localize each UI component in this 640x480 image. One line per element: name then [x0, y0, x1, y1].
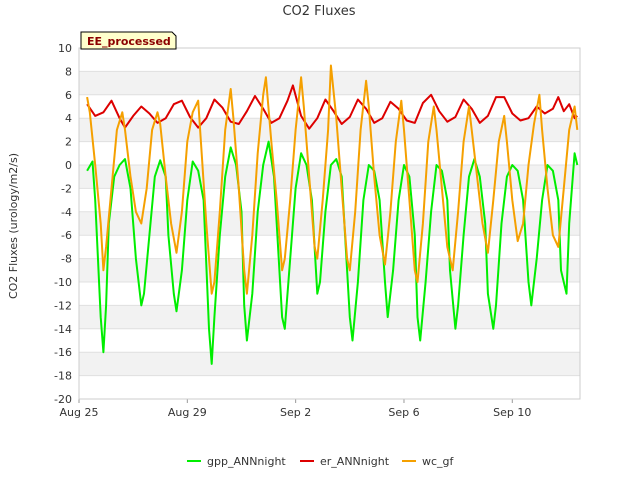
y-tick-label: 2	[65, 136, 72, 149]
legend-label-gpp_ANNnight: gpp_ANNnight	[207, 455, 286, 468]
band	[79, 211, 580, 236]
y-tick-label: 10	[58, 42, 72, 55]
series-lines	[86, 64, 579, 365]
ee-processed-badge: EE_processed	[80, 31, 177, 50]
y-tick-label: -12	[54, 299, 72, 312]
y-tick-label: -2	[61, 182, 72, 195]
y-tick-label: -16	[54, 346, 72, 359]
band	[79, 375, 580, 399]
legend-label-wc_gf: wc_gf	[422, 455, 455, 468]
x-axis-ticks: Aug 25 Aug 29 Sep 2 Sep 6 Sep 10	[60, 399, 531, 419]
chart-title: CO2 Fluxes	[282, 4, 355, 19]
y-tick-label: -6	[61, 229, 72, 242]
y-axis-ticks: 10 8 6 4 2 0 -2 -4 -6 -8 -10 -12 -14 -16 -18 -20	[54, 42, 580, 406]
band	[79, 118, 580, 142]
band	[79, 141, 580, 165]
band	[79, 282, 580, 306]
y-tick-label: -20	[54, 393, 72, 406]
band	[79, 258, 580, 282]
badge-label: EE_processed	[87, 35, 171, 48]
series-line-gpp_ANNnight	[86, 140, 579, 365]
series-line-er_ANNnight	[86, 84, 578, 130]
band	[79, 235, 580, 259]
x-tick-label: Aug 29	[168, 406, 207, 419]
x-tick-label: Sep 2	[280, 406, 311, 419]
band	[79, 352, 580, 376]
y-tick-label: 8	[65, 65, 72, 78]
x-tick-label: Aug 25	[60, 406, 99, 419]
series-line-wc_gf	[86, 64, 579, 295]
plot-frame	[78, 47, 581, 400]
band	[79, 305, 580, 329]
legend-label-er_ANNnight: er_ANNnight	[320, 455, 390, 468]
y-tick-label: -8	[61, 253, 72, 266]
band	[79, 328, 580, 353]
y-tick-label: 6	[65, 89, 72, 102]
legend: gpp_ANNnight er_ANNnight wc_gf	[187, 455, 455, 468]
y-tick-label: -18	[54, 370, 72, 383]
y-tick-label: -4	[61, 206, 72, 219]
x-tick-label: Sep 6	[388, 406, 419, 419]
y-tick-label: 4	[65, 112, 72, 125]
y-tick-label: 0	[65, 159, 72, 172]
x-tick-label: Sep 10	[493, 406, 531, 419]
y-axis-label: CO2 Fluxes (urology/m2/s)	[7, 153, 20, 299]
band	[79, 48, 580, 72]
y-tick-label: -10	[54, 276, 72, 289]
badge-box	[80, 31, 177, 50]
y-tick-label: -14	[54, 323, 72, 336]
